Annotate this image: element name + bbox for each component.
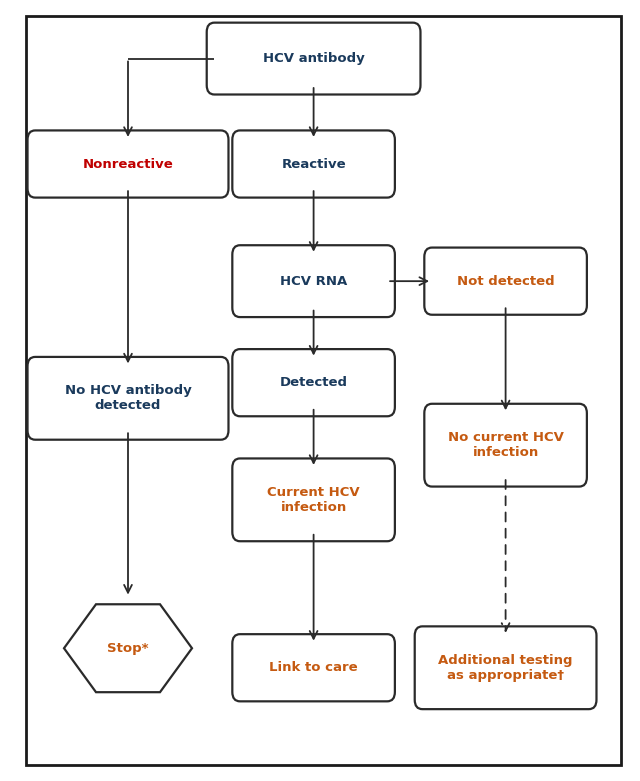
FancyBboxPatch shape [232,458,395,541]
FancyBboxPatch shape [232,130,395,198]
Text: HCV antibody: HCV antibody [263,52,364,65]
FancyBboxPatch shape [424,404,587,487]
Text: Current HCV
infection: Current HCV infection [268,486,360,514]
FancyBboxPatch shape [28,357,228,440]
Polygon shape [64,604,192,692]
FancyBboxPatch shape [26,16,621,765]
Text: No HCV antibody
detected: No HCV antibody detected [65,384,191,412]
FancyBboxPatch shape [415,626,596,709]
Text: HCV RNA: HCV RNA [280,275,348,287]
Text: Nonreactive: Nonreactive [83,158,173,170]
FancyBboxPatch shape [207,23,420,95]
Text: Not detected: Not detected [457,275,554,287]
FancyBboxPatch shape [28,130,228,198]
FancyBboxPatch shape [232,349,395,416]
FancyBboxPatch shape [424,248,587,315]
Text: Link to care: Link to care [269,662,358,674]
Text: No current HCV
infection: No current HCV infection [447,431,564,459]
FancyBboxPatch shape [232,634,395,701]
FancyBboxPatch shape [232,245,395,317]
Text: Reactive: Reactive [282,158,346,170]
Text: Detected: Detected [280,376,348,389]
Text: Additional testing
as appropriate†: Additional testing as appropriate† [438,654,573,682]
Text: Stop*: Stop* [108,642,148,654]
